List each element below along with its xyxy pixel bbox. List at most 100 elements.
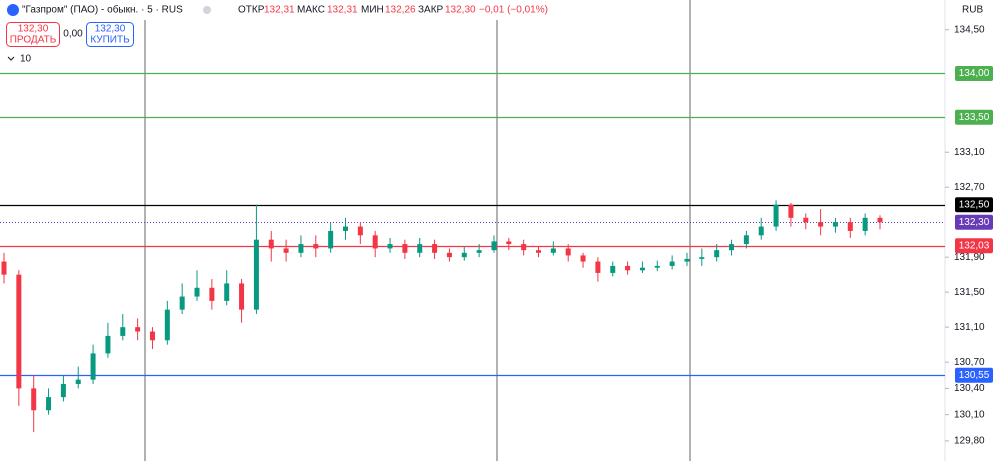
candle-body	[283, 248, 289, 253]
candle-body	[625, 265, 631, 271]
candle-body	[328, 230, 334, 249]
price-badge-label: 132,50	[959, 199, 990, 210]
candle-body	[224, 283, 230, 301]
candle-body	[536, 250, 542, 253]
candle-body	[714, 250, 720, 258]
candle-body	[476, 250, 482, 253]
symbol-title[interactable]: "Газпром" (ПАО) - обыкн. · 5 · RUS	[22, 4, 183, 16]
candle-body	[105, 335, 111, 354]
volume: 10	[20, 54, 32, 65]
candle-body	[149, 331, 155, 341]
candle-body	[239, 283, 245, 310]
price-badge	[955, 65, 993, 81]
buy-label: КУПИТЬ	[90, 35, 130, 46]
price-badge-label: 134,00	[959, 68, 990, 79]
y-tick-label: 131,50	[954, 287, 985, 298]
candle-body	[699, 257, 705, 259]
candle-body	[357, 226, 363, 236]
candle-body	[521, 244, 527, 251]
price-badge	[955, 367, 993, 383]
candle-body	[342, 226, 348, 231]
candle-body	[565, 248, 571, 256]
candle-body	[209, 287, 215, 301]
price-badge	[955, 109, 993, 125]
candle-body	[803, 217, 809, 223]
quote-label: ЗАКР	[418, 5, 444, 16]
price-badge	[955, 197, 993, 213]
candle-body	[253, 239, 259, 310]
quote-value: 132,30	[445, 5, 476, 16]
symbol-icon	[7, 4, 19, 16]
collapse-chevron[interactable]	[7, 56, 15, 61]
candle-body	[1, 261, 7, 275]
candle-body	[46, 397, 52, 411]
quote-change: −0,01 (−0,01%)	[479, 5, 548, 16]
status-dot	[203, 6, 211, 14]
y-tick-label: 131,10	[954, 322, 985, 333]
buy-button[interactable]	[86, 22, 134, 47]
candle-body	[194, 287, 200, 297]
candle-body	[16, 274, 22, 389]
sell-price: 132,30	[18, 24, 49, 35]
candle-body	[402, 244, 408, 253]
candle-body	[432, 244, 438, 253]
y-tick-label: 130,70	[954, 357, 985, 368]
candle-body	[135, 327, 141, 332]
candle-body	[669, 261, 675, 266]
candle-body	[461, 252, 467, 258]
candle-body	[654, 265, 660, 268]
quote-label: МАКС	[297, 5, 325, 16]
spread: 0,00	[63, 29, 83, 40]
candle-body	[164, 309, 170, 341]
buy-price: 132,30	[95, 24, 126, 35]
candle-body	[31, 388, 37, 411]
candle-body	[75, 379, 81, 385]
candle-body	[847, 222, 853, 231]
candle-body	[595, 261, 601, 273]
candle-body	[639, 267, 645, 271]
candle-body	[862, 217, 868, 231]
candle-body	[877, 217, 883, 223]
price-badge-label: 130,55	[959, 370, 990, 381]
candle-body	[417, 244, 423, 253]
quote-value: 132,26	[385, 5, 416, 16]
candle-body	[729, 244, 735, 251]
quote-value: 132,31	[264, 5, 295, 16]
candle-body	[832, 222, 838, 227]
sell-button[interactable]	[6, 22, 60, 47]
candle-body	[550, 248, 556, 253]
candle-body	[372, 235, 378, 249]
candle-body	[446, 252, 452, 258]
candle-body	[298, 244, 304, 253]
quote-label: МИН	[361, 5, 384, 16]
candle-body	[788, 204, 794, 218]
sell-label: ПРОДАТЬ	[10, 35, 57, 46]
candle-body	[758, 226, 764, 236]
candle-body	[90, 353, 96, 380]
candle-body	[60, 384, 66, 398]
y-tick-label: 130,40	[954, 383, 985, 394]
price-badge-label: 132,30	[959, 217, 990, 228]
candle-body	[313, 244, 319, 249]
y-tick-label: 129,80	[954, 436, 985, 447]
quote-label: ОТКР	[238, 5, 265, 16]
candle-body	[506, 241, 512, 245]
candle-body	[179, 296, 185, 310]
y-tick-label: 130,10	[954, 409, 985, 420]
candle-body	[773, 204, 779, 227]
candle-body	[684, 258, 690, 262]
y-tick-label: 133,10	[954, 147, 985, 158]
quote-value: 132,31	[327, 5, 358, 16]
candle-body	[387, 244, 393, 249]
price-badge	[955, 214, 993, 230]
y-tick-label: 132,70	[954, 182, 985, 193]
price-badge-label: 133,50	[959, 112, 990, 123]
candle-body	[268, 239, 274, 249]
currency[interactable]: RUB	[962, 5, 983, 16]
candle-body	[818, 222, 824, 227]
price-badge	[955, 238, 993, 254]
candle-body	[491, 241, 497, 251]
header-bg	[0, 0, 540, 20]
